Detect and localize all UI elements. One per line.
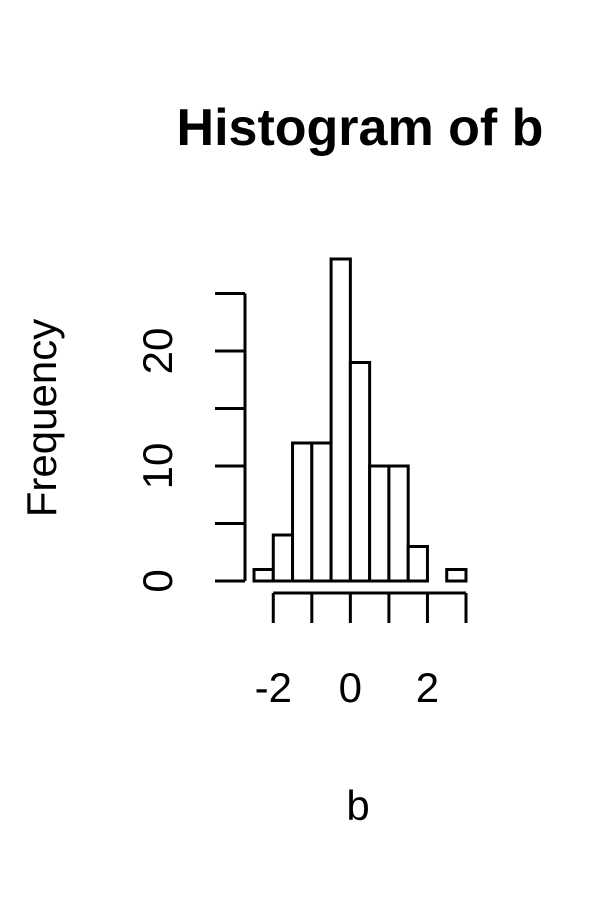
histogram-bar <box>271 533 295 583</box>
y-tick-label: 0 <box>134 569 181 592</box>
x-tick-label: 0 <box>339 664 362 711</box>
histogram-bar <box>445 568 468 583</box>
x-tick-label: 2 <box>416 664 439 711</box>
histogram-bar <box>291 441 314 583</box>
y-tick-label: 20 <box>134 328 181 375</box>
histogram-bar <box>252 568 275 583</box>
x-axis: -2 0 2 <box>255 591 468 711</box>
y-axis-label: Frequency <box>18 319 65 517</box>
histogram-bar <box>368 464 391 583</box>
chart-title: Histogram of b <box>177 99 544 157</box>
x-tick-label: -2 <box>255 664 292 711</box>
y-tick-label: 10 <box>134 443 181 490</box>
histogram-bar <box>406 545 429 583</box>
histogram-bar <box>387 464 410 583</box>
y-axis: 0 10 20 <box>134 292 247 593</box>
histogram-bar <box>310 441 333 583</box>
bars-group <box>252 257 468 583</box>
histogram-bar <box>329 257 352 583</box>
x-axis-label: b <box>346 782 369 829</box>
histogram-bar <box>348 361 372 583</box>
